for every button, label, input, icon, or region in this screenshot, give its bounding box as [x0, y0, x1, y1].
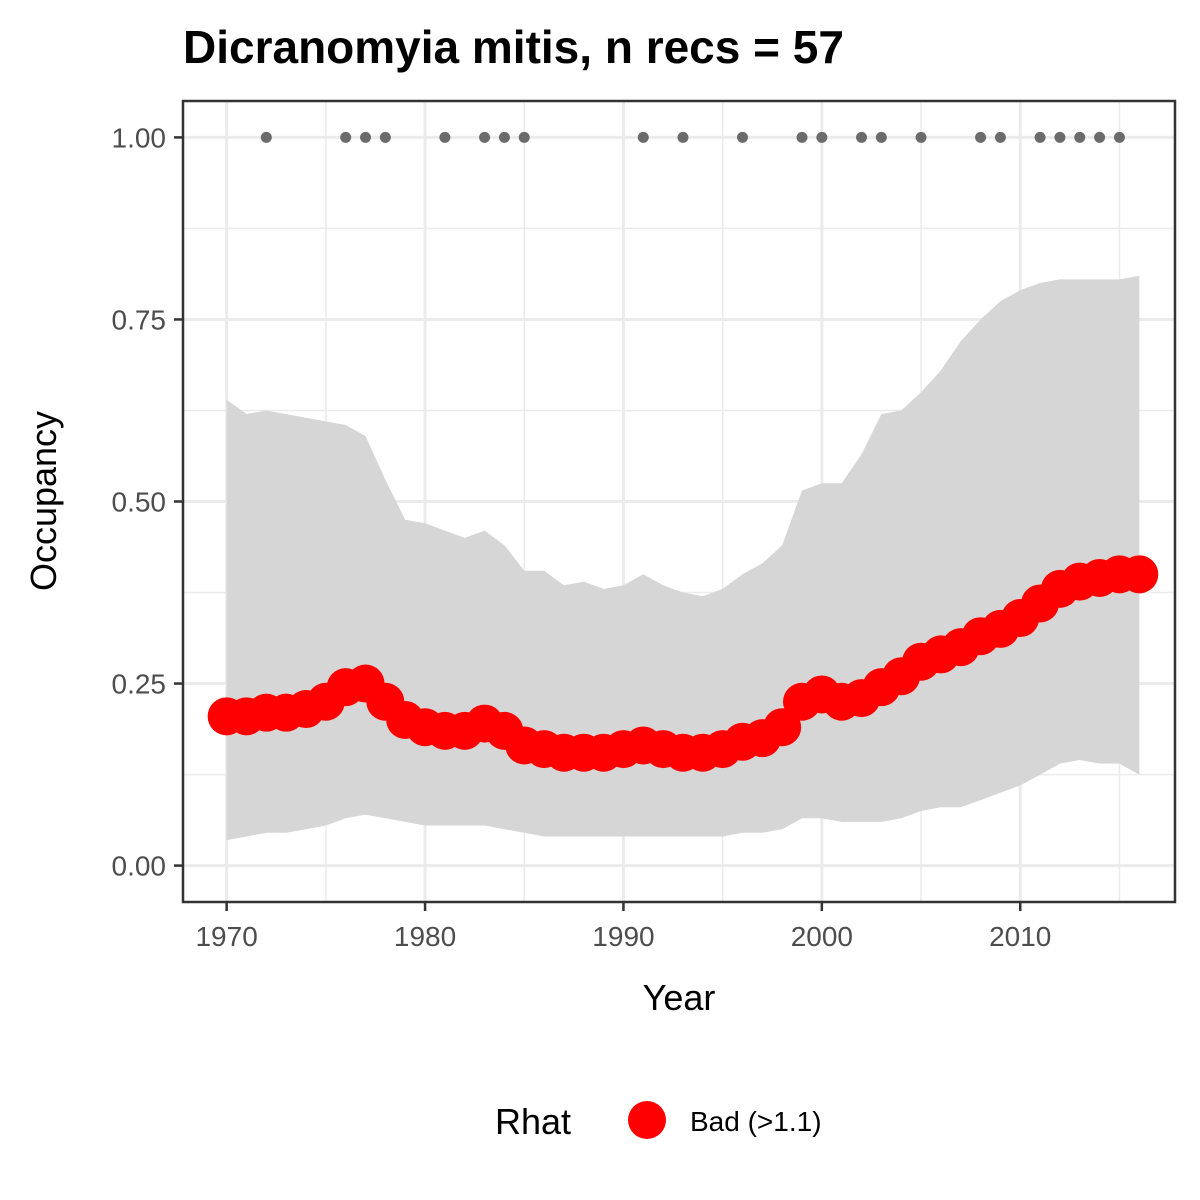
y-tick-label: 0.50 [112, 487, 167, 518]
y-tick-label: 1.00 [112, 122, 167, 153]
record-point [637, 131, 649, 143]
x-axis-title: Year [643, 977, 716, 1018]
record-point [360, 131, 372, 143]
record-point [1034, 131, 1046, 143]
record-point [340, 131, 352, 143]
record-point [379, 131, 391, 143]
record-point [518, 131, 530, 143]
occupancy-series-group [207, 555, 1159, 772]
x-tick-label: 1990 [592, 921, 654, 952]
legend: Rhat Bad (>1.1) [495, 1101, 822, 1142]
y-tick-label: 0.00 [112, 851, 167, 882]
record-point [856, 131, 868, 143]
record-point [994, 131, 1006, 143]
record-point [479, 131, 491, 143]
record-point [498, 131, 510, 143]
y-tick-label: 0.25 [112, 669, 167, 700]
record-point [1054, 131, 1066, 143]
record-points-group [260, 131, 1125, 143]
record-point [1074, 131, 1086, 143]
record-point [736, 131, 748, 143]
record-point [677, 131, 689, 143]
x-tick-label: 2000 [791, 921, 853, 952]
record-point [260, 131, 272, 143]
y-tick-label: 0.75 [112, 304, 167, 335]
y-axis-title: Occupancy [23, 411, 64, 591]
legend-label: Bad (>1.1) [690, 1106, 822, 1137]
record-point [875, 131, 887, 143]
x-tick-label: 2010 [989, 921, 1051, 952]
confidence-ribbon [226, 275, 1140, 841]
record-point [975, 131, 987, 143]
x-tick-label: 1980 [394, 921, 456, 952]
chart-title: Dicranomyia mitis, n recs = 57 [183, 21, 844, 73]
y-axis-ticks: 0.00 0.25 0.50 0.75 1.00 [112, 122, 183, 882]
occupancy-point [763, 708, 802, 747]
x-tick-label: 1970 [195, 921, 257, 952]
record-point [796, 131, 808, 143]
confidence-ribbon-group [226, 275, 1140, 841]
legend-title: Rhat [495, 1101, 571, 1142]
record-point [1113, 131, 1125, 143]
occupancy-point [1120, 555, 1159, 594]
record-point [1094, 131, 1106, 143]
record-point [915, 131, 927, 143]
record-point [816, 131, 828, 143]
legend-key-marker [628, 1101, 666, 1139]
record-point [439, 131, 451, 143]
x-axis-ticks: 1970 1980 1990 2000 2010 [195, 902, 1051, 952]
